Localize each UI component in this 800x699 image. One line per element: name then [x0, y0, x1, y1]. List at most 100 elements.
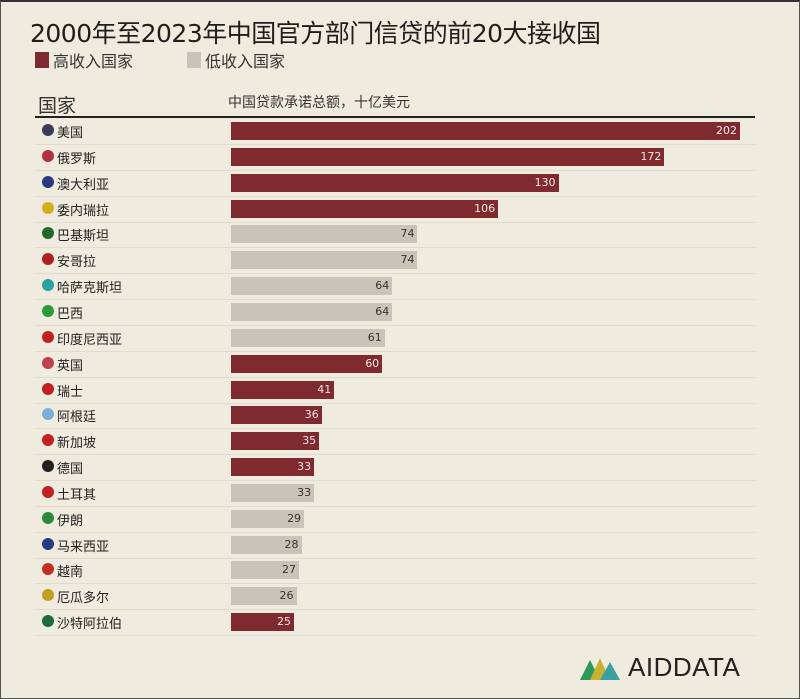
flag-icon: [42, 175, 54, 188]
data-label: 41: [317, 382, 332, 396]
bar-row: 马来西亚 28: [35, 532, 755, 559]
bar: 130: [231, 173, 559, 192]
bar: 28: [231, 535, 302, 554]
flag-icon: [42, 227, 54, 240]
flag-icon: [42, 330, 54, 343]
category-label: 哈萨克斯坦: [57, 281, 123, 297]
bar: 74: [231, 225, 418, 244]
legend-high-income: 高收入国家: [35, 48, 133, 72]
data-label: 26: [279, 589, 294, 603]
category-label: 澳大利亚: [57, 177, 110, 193]
bar: 202: [231, 122, 740, 140]
flag-icon: [42, 201, 54, 214]
data-label: 35: [302, 434, 317, 448]
category-header: 国家: [38, 95, 77, 117]
category-label: 美国: [57, 126, 84, 141]
aiddata-logo-icon: [580, 657, 620, 680]
bar: 64: [231, 277, 393, 296]
legend-low-income: 低收入国家: [187, 48, 285, 72]
bar: 33: [231, 483, 315, 502]
flag-icon: [42, 149, 54, 162]
bar: 106: [231, 199, 499, 218]
data-label: 64: [375, 279, 390, 293]
category-label: 厄瓜多尔: [57, 591, 110, 607]
category-label: 安哥拉: [57, 255, 97, 271]
bar-row: 新加坡 35: [35, 428, 755, 456]
data-label: 106: [474, 201, 496, 215]
bar-row: 厄瓜多尔 26: [35, 583, 755, 611]
data-label: 25: [276, 615, 291, 629]
bar-row: 安哥拉 74: [35, 247, 755, 275]
legend-label-low: 低收入国家: [205, 52, 286, 71]
data-label: 29: [287, 511, 302, 525]
category-label: 瑞士: [57, 384, 84, 400]
bar-row: 沙特阿拉伯 25: [35, 609, 755, 637]
data-label: 74: [400, 227, 415, 241]
category-label: 德国: [57, 462, 84, 478]
category-label: 土耳其: [57, 487, 97, 503]
data-label: 60: [365, 356, 380, 370]
bar-row: 澳大利亚 130: [35, 170, 755, 197]
bar-row: 阿根廷 36: [35, 402, 755, 430]
data-label: 130: [534, 175, 556, 189]
flag-icon: [42, 279, 54, 292]
data-label: 33: [297, 485, 312, 499]
legend-swatch-high: [35, 52, 49, 68]
category-label: 巴西: [57, 306, 84, 322]
flag-icon: [42, 304, 54, 317]
bar: 61: [231, 328, 385, 347]
data-label: 64: [375, 304, 390, 318]
bar-row: 土耳其 33: [35, 480, 755, 507]
bar-row: 委内瑞拉 106: [35, 196, 755, 223]
category-label: 英国: [57, 358, 84, 374]
bar-row: 美国 202: [35, 118, 755, 145]
data-label: 27: [282, 563, 297, 577]
aiddata-logo: AIDDATA: [580, 652, 740, 683]
bar: 74: [231, 251, 418, 270]
bar: 35: [231, 432, 320, 451]
bar-row: 英国 60: [35, 351, 755, 378]
category-label: 巴基斯坦: [57, 229, 110, 245]
data-label: 33: [297, 460, 312, 474]
category-label: 印度尼西亚: [57, 332, 123, 348]
flag-icon: [42, 408, 54, 421]
category-label: 俄罗斯: [57, 151, 97, 167]
flag-icon: [42, 460, 54, 473]
bar-row: 巴基斯坦 74: [35, 221, 755, 249]
flag-icon: [42, 382, 54, 395]
bar: 33: [231, 458, 315, 477]
flag-icon: [42, 124, 54, 136]
chart-title: 2000年至2023年中国官方部门信贷的前20大接收国: [30, 19, 601, 48]
category-label: 沙特阿拉伯: [57, 617, 123, 633]
bar: 26: [231, 587, 297, 606]
flag-icon: [42, 537, 54, 550]
data-label: 74: [400, 253, 415, 267]
bar-row: 印度尼西亚 61: [35, 325, 755, 352]
aiddata-logo-text: AIDDATA: [628, 652, 741, 682]
flag-icon: [42, 434, 54, 447]
bar: 36: [231, 406, 322, 425]
bar: 41: [231, 380, 335, 399]
bar-row: 瑞士 41: [35, 377, 755, 404]
flag-icon: [42, 615, 54, 628]
flag-icon: [42, 485, 54, 498]
bar-row: 俄罗斯 172: [35, 144, 755, 171]
category-label: 越南: [57, 565, 84, 581]
data-label: 61: [367, 330, 382, 344]
bar-row: 德国 33: [35, 454, 755, 482]
data-label: 172: [640, 149, 662, 163]
bar-row: 哈萨克斯坦 64: [35, 273, 755, 301]
flag-icon: [42, 563, 54, 576]
bar-row: 越南 27: [35, 557, 755, 585]
bar: 27: [231, 561, 300, 580]
value-header: 中国贷款承诺总额，十亿美元: [228, 95, 410, 111]
flag-icon: [42, 511, 54, 524]
flag-icon: [42, 356, 54, 369]
bar: 25: [231, 613, 294, 632]
data-label: 28: [284, 537, 299, 551]
category-label: 阿根廷: [57, 410, 97, 426]
flag-icon: [42, 589, 54, 602]
bar: 60: [231, 354, 383, 373]
data-label: 202: [716, 124, 737, 137]
bar-row: 伊朗 29: [35, 506, 755, 533]
